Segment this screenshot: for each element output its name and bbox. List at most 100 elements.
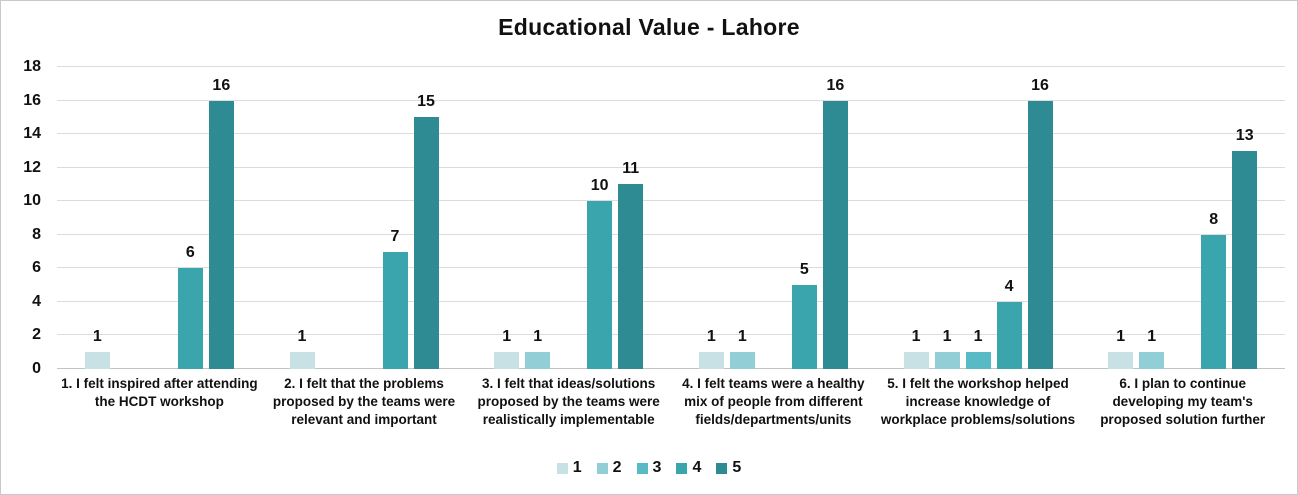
category-label: 5. I felt the workshop helped increase k…: [880, 376, 1076, 427]
legend-swatch-icon: [716, 462, 728, 474]
bar-group: 1 7 15: [262, 67, 467, 369]
gridline: [57, 66, 1285, 67]
bar-value-label: 1: [706, 328, 716, 346]
bar-value-label: 1: [942, 328, 952, 346]
bar-series-1: 1: [494, 328, 520, 369]
bar-series-1: 1: [84, 328, 110, 369]
bar-value-label: 10: [590, 177, 609, 195]
y-axis-tick-label: 0: [32, 360, 41, 377]
legend-item: 3: [636, 459, 662, 477]
bar-series-3: 1: [965, 328, 991, 369]
bar-series-2: 1: [525, 328, 551, 369]
bar-group: 1 1 1 4 16: [876, 67, 1081, 369]
bar-series-4: 4: [996, 278, 1022, 369]
legend-item: 1: [556, 459, 582, 477]
gridline: [57, 267, 1285, 269]
category-label: 4. I felt teams were a healthy mix of pe…: [682, 376, 865, 427]
bar-value-label: 8: [1209, 210, 1219, 228]
x-axis-labels: 1. I felt inspired after attending the H…: [57, 375, 1285, 428]
bar-value-label: 11: [622, 160, 640, 178]
bar-value-label: 16: [212, 76, 231, 94]
bar-groups: 1 6 16 1 7 15 1 1 10 11 1 1 5 16 1 1 1 4 16 1 1 8 13: [57, 67, 1285, 369]
category-label: 3. I felt that ideas/solutions proposed …: [477, 376, 660, 427]
legend-label: 5: [732, 459, 742, 476]
bar-value-label: 1: [973, 328, 983, 346]
bar-group: 1 1 5 16: [671, 67, 876, 369]
plot-area: 1 6 16 1 7 15 1 1 10 11 1 1 5 16 1 1 1 4 16 1 1 8 13: [57, 66, 1285, 369]
y-axis-tick-label: 10: [23, 192, 41, 210]
category-label: 1. I felt inspired after attending the H…: [61, 376, 258, 409]
bar-series-4: 6: [177, 244, 203, 369]
bar-value-label: 5: [799, 261, 809, 279]
bar-value-label: 16: [1031, 76, 1049, 94]
legend-label: 2: [612, 459, 622, 476]
gridline: [57, 334, 1285, 336]
legend-label: 4: [692, 459, 702, 476]
bar-series-5: 16: [822, 77, 848, 369]
bar-series-4: 8: [1201, 211, 1227, 369]
legend-label: 1: [572, 459, 582, 476]
bar-series-5: 13: [1232, 127, 1258, 369]
bar-series-5: 15: [413, 93, 439, 369]
bar-series-5: 16: [1027, 77, 1053, 369]
y-axis-tick-label: 14: [23, 125, 41, 143]
category-label: 6. I plan to continue developing my team…: [1100, 376, 1266, 427]
bar-series-4: 7: [382, 228, 408, 369]
y-axis-tick-label: 4: [32, 292, 41, 310]
bar-series-1: 1: [289, 328, 315, 369]
bar-value-label: 1: [737, 328, 747, 346]
legend-swatch-icon: [556, 462, 568, 474]
legend-swatch-icon: [636, 462, 648, 474]
bar-series-1: 1: [903, 328, 929, 369]
bar-group: 1 6 16: [57, 67, 262, 369]
legend: 1 2 3 4 5: [1, 459, 1297, 477]
legend-swatch-icon: [596, 462, 608, 474]
category-label: 2. I felt that the problems proposed by …: [272, 376, 456, 427]
bar-series-1: 1: [698, 328, 724, 369]
legend-label: 3: [652, 459, 662, 476]
bar-value-label: 6: [185, 244, 195, 262]
bar-series-4: 10: [587, 177, 613, 369]
bar-value-label: 13: [1235, 126, 1254, 144]
bar-value-label: 1: [297, 328, 307, 346]
bar-series-2: 1: [934, 328, 960, 369]
y-axis-tick-label: 12: [23, 158, 41, 176]
gridline: [57, 200, 1285, 202]
bar-value-label: 1: [1116, 328, 1126, 346]
gridline: [57, 99, 1285, 101]
bar-value-label: 1: [502, 328, 512, 346]
y-axis-tick-label: 16: [23, 91, 41, 109]
legend-item: 2: [596, 459, 622, 477]
bar-series-5: 11: [618, 160, 644, 369]
bar-value-label: 1: [911, 328, 921, 346]
bar-value-label: 15: [417, 93, 435, 111]
gridline: [57, 133, 1285, 135]
legend-item: 5: [716, 459, 741, 477]
y-axis-tick-label: 18: [23, 58, 41, 75]
gridline: [57, 166, 1285, 168]
bar-value-label: 1: [533, 328, 543, 346]
legend-swatch-icon: [676, 462, 688, 474]
bar-value-label: 1: [1147, 328, 1157, 346]
legend-item: 4: [676, 459, 701, 477]
y-axis-tick-label: 6: [32, 259, 41, 277]
bar-series-1: 1: [1108, 328, 1134, 369]
bar-value-label: 4: [1004, 277, 1014, 295]
chart-title: Educational Value - Lahore: [498, 14, 800, 40]
bar-group: 1 1 8 13: [1080, 67, 1285, 369]
y-axis: 0 2 4 6 8 10 12 14 16 18: [1, 58, 49, 377]
bar-value-label: 1: [92, 328, 102, 346]
gridline: [57, 368, 1285, 369]
y-axis-tick-label: 8: [32, 225, 41, 243]
bar-series-2: 1: [729, 328, 755, 369]
bar-value-label: 16: [826, 76, 845, 94]
bar-value-label: 7: [390, 227, 400, 245]
bar-series-2: 1: [1139, 328, 1165, 369]
bar-series-4: 5: [791, 261, 817, 369]
gridline: [57, 300, 1285, 302]
gridline: [57, 233, 1285, 235]
bar-group: 1 1 10 11: [466, 67, 671, 369]
y-axis-tick-label: 2: [32, 326, 41, 344]
bar-series-5: 16: [208, 77, 234, 369]
